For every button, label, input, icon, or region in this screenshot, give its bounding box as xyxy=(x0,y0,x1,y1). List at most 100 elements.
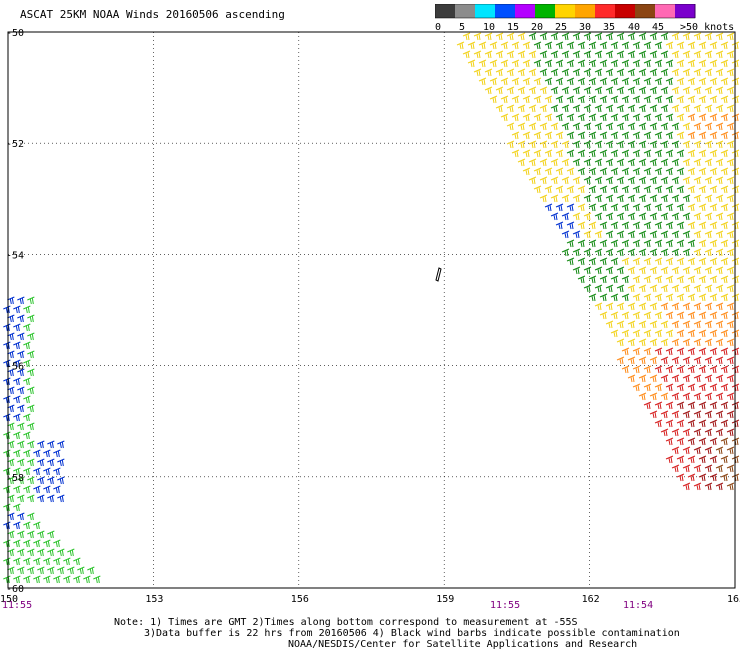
wind-barb xyxy=(27,350,35,359)
wind-barb xyxy=(643,329,652,338)
wind-barb xyxy=(13,557,21,566)
wind-barb xyxy=(704,50,713,59)
wind-barb xyxy=(715,374,724,383)
wind-barb xyxy=(577,113,586,122)
wind-barb xyxy=(23,557,31,566)
wind-barb xyxy=(500,59,509,68)
wind-barb xyxy=(23,395,31,404)
wind-barb xyxy=(605,176,614,185)
wind-barb xyxy=(27,368,35,377)
wind-barb xyxy=(693,122,702,131)
wind-barb xyxy=(533,95,542,104)
wind-barb xyxy=(53,449,61,458)
wind-barb xyxy=(533,41,542,50)
wind-barb xyxy=(511,59,520,68)
wind-barb xyxy=(720,257,729,266)
wind-barb xyxy=(665,311,674,320)
wind-barb xyxy=(528,176,537,185)
wind-barb xyxy=(627,122,636,131)
wind-barb xyxy=(660,86,669,95)
wind-barb xyxy=(693,86,702,95)
wind-barb xyxy=(715,104,724,113)
wind-barb xyxy=(17,386,25,395)
wind-barb xyxy=(704,122,713,131)
colorbar-swatch xyxy=(575,4,596,18)
wind-barb xyxy=(693,356,702,365)
wind-barb xyxy=(550,176,559,185)
wind-barb xyxy=(704,104,713,113)
wind-barb xyxy=(665,203,674,212)
wind-barb xyxy=(693,266,702,275)
wind-barb xyxy=(566,185,575,194)
wind-barb xyxy=(671,230,680,239)
wind-barb xyxy=(676,275,685,284)
wind-barb xyxy=(726,140,735,149)
wind-barb xyxy=(616,68,625,77)
wind-barb xyxy=(17,332,25,341)
wind-barb xyxy=(682,158,691,167)
wind-barb xyxy=(610,257,619,266)
wind-barb xyxy=(726,266,735,275)
wind-barb xyxy=(47,458,55,467)
wind-barb xyxy=(63,575,71,584)
wind-barb xyxy=(720,365,729,374)
wind-barb xyxy=(555,203,564,212)
wind-barb xyxy=(616,194,625,203)
wind-barb xyxy=(522,131,531,140)
wind-barb xyxy=(484,32,493,41)
wind-barb xyxy=(27,548,35,557)
wind-barb xyxy=(522,149,531,158)
wind-barb xyxy=(649,176,658,185)
wind-barb xyxy=(671,266,680,275)
wind-barb xyxy=(720,167,729,176)
wind-barb xyxy=(528,32,537,41)
wind-barb xyxy=(517,86,526,95)
wind-barb xyxy=(687,59,696,68)
wind-barb xyxy=(649,50,658,59)
wind-barb xyxy=(23,521,31,530)
wind-barb xyxy=(610,239,619,248)
wind-barb xyxy=(649,158,658,167)
wind-barb xyxy=(37,548,45,557)
wind-barb xyxy=(654,419,663,428)
wind-barb xyxy=(671,86,680,95)
wind-barb xyxy=(550,32,559,41)
wind-barb xyxy=(27,332,35,341)
wind-barb xyxy=(632,185,641,194)
wind-barb xyxy=(660,338,669,347)
wind-barb xyxy=(489,59,498,68)
wind-barb xyxy=(511,41,520,50)
wind-barb xyxy=(495,68,504,77)
note-line-1: Note: 1) Times are GMT 2)Times along bot… xyxy=(114,617,578,628)
wind-barb xyxy=(561,86,570,95)
wind-barb xyxy=(594,104,603,113)
wind-barb xyxy=(13,521,21,530)
wind-barb xyxy=(478,59,487,68)
wind-barb xyxy=(621,329,630,338)
wind-barb xyxy=(726,428,735,437)
wind-barb xyxy=(610,113,619,122)
wind-barb xyxy=(539,122,548,131)
wind-barb xyxy=(484,50,493,59)
wind-barb xyxy=(632,239,641,248)
wind-barb xyxy=(643,257,652,266)
wind-barb xyxy=(693,482,702,491)
colorbar-swatch xyxy=(555,4,576,18)
wind-barb xyxy=(583,104,592,113)
wind-barb xyxy=(654,293,663,302)
wind-barb xyxy=(698,77,707,86)
wind-barb xyxy=(682,338,691,347)
wind-barb xyxy=(687,131,696,140)
wind-barb xyxy=(687,77,696,86)
wind-barb xyxy=(682,266,691,275)
wind-barb xyxy=(726,410,735,419)
wind-barb xyxy=(676,239,685,248)
wind-barb xyxy=(649,392,658,401)
wind-barb xyxy=(57,548,65,557)
wind-barb xyxy=(572,32,581,41)
wind-barb xyxy=(698,383,707,392)
wind-barb xyxy=(594,248,603,257)
wind-barb xyxy=(544,203,553,212)
wind-barb xyxy=(555,59,564,68)
wind-barb xyxy=(676,419,685,428)
